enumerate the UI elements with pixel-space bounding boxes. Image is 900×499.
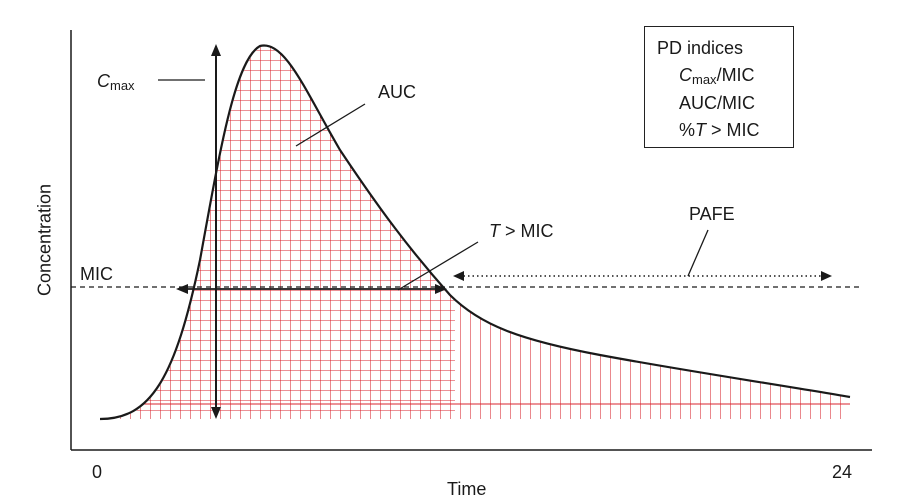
pd-cmax-c: C <box>679 65 692 85</box>
x-axis-label: Time <box>447 479 487 499</box>
cmax-c: C <box>97 71 110 91</box>
concentration-curve <box>99 44 851 421</box>
pafe-leader <box>687 229 709 277</box>
pd-pct: % <box>679 120 696 140</box>
pafe-label: PAFE <box>689 204 735 224</box>
t-mic-label: T > MIC <box>489 222 554 240</box>
pd-t-rest: > MIC <box>706 120 760 140</box>
pd-index-t-mic: %T > MIC <box>679 120 760 141</box>
pd-cmax-rest: /MIC <box>716 65 755 85</box>
t-mic-leader <box>397 241 479 291</box>
pafe-arrow <box>453 271 832 281</box>
pd-t: T <box>695 120 707 140</box>
pd-indices-box: PD indices Cmax/MIC AUC/MIC %T > MIC <box>644 26 794 148</box>
y-axis-label: Concentration <box>34 183 55 297</box>
auc-leader <box>295 103 366 147</box>
t-mic-arrow <box>176 284 447 294</box>
x-tick-end: 24 <box>832 462 853 482</box>
t-mic-t: T <box>489 221 500 241</box>
auc-label: AUC <box>378 82 417 102</box>
x-tick-start: 0 <box>92 462 103 482</box>
cmax-label: Cmax <box>97 72 135 92</box>
pd-index-auc-mic: AUC/MIC <box>679 93 755 113</box>
pd-cmax-sub: max <box>692 72 717 87</box>
cmax-sub: max <box>110 78 135 93</box>
cmax-arrow <box>211 44 221 419</box>
pd-index-cmax-mic: Cmax/MIC <box>679 65 755 87</box>
mic-label: MIC <box>80 264 113 284</box>
pd-box-title: PD indices <box>657 38 744 58</box>
t-mic-rest: > MIC <box>500 221 554 241</box>
